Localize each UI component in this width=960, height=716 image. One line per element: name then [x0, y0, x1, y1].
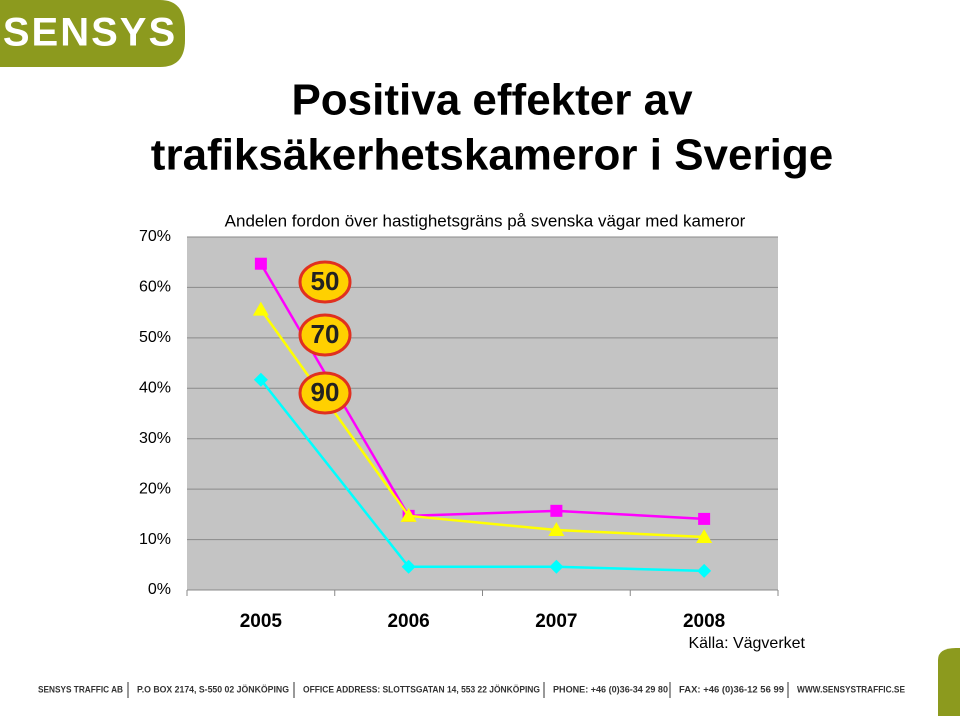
data-point: [400, 507, 417, 522]
y-tick-label: 10%: [139, 531, 171, 548]
source-note: Källa: Vägverket: [688, 635, 805, 652]
data-point: [401, 559, 416, 574]
data-point: [697, 563, 712, 578]
series-line: [259, 378, 705, 573]
data-point: [254, 257, 267, 270]
y-tick-label: 50%: [139, 329, 171, 346]
y-tick-label: 40%: [139, 380, 171, 397]
x-tick-label: 2005: [240, 611, 283, 632]
x-tick-label: 2007: [535, 611, 577, 632]
data-point: [550, 504, 563, 517]
legend-label: 90: [311, 377, 340, 407]
data-point: [549, 559, 564, 574]
legend-sign: [298, 260, 352, 304]
data-point: [548, 521, 565, 536]
legend-label: 50: [311, 266, 340, 296]
data-point: [698, 512, 711, 525]
data-point: [253, 372, 268, 387]
footer-text: PHONE: +46 (0)36-34 29 80: [553, 684, 668, 694]
slide-title: trafiksäkerhetskameror i Sverige: [151, 131, 833, 180]
logo-text: SENSYS: [3, 11, 177, 55]
y-tick-label: 20%: [139, 480, 171, 497]
legend-sign: [298, 371, 352, 415]
footer-text: WWW.SENSYSTRAFFIC.SE: [797, 684, 905, 694]
x-tick-label: 2006: [387, 611, 429, 632]
y-tick-label: 0%: [148, 581, 171, 598]
data-point: [696, 529, 713, 544]
footer-text: FAX: +46 (0)36-12 56 99: [679, 684, 784, 694]
footer-text: OFFICE ADDRESS: SLOTTSGATAN 14, 553 22 J…: [303, 684, 540, 694]
chart-title: Andelen fordon över hastighetsgräns på s…: [225, 211, 746, 230]
slide-title: Positiva effekter av: [291, 76, 693, 125]
footer-text: P.O BOX 2174, S-550 02 JÖNKÖPING: [137, 684, 289, 694]
legend-sign: [298, 313, 352, 357]
legend-label: 70: [311, 319, 340, 349]
y-tick-label: 60%: [139, 279, 171, 296]
y-tick-label: 70%: [139, 228, 171, 245]
corner-decoration: [938, 648, 960, 716]
y-tick-label: 30%: [139, 430, 171, 447]
logo-badge: [0, 0, 185, 67]
footer-text: SENSYS TRAFFIC AB: [38, 684, 123, 694]
data-point: [252, 301, 269, 316]
x-tick-label: 2008: [683, 611, 725, 632]
plot-area: [187, 237, 778, 590]
